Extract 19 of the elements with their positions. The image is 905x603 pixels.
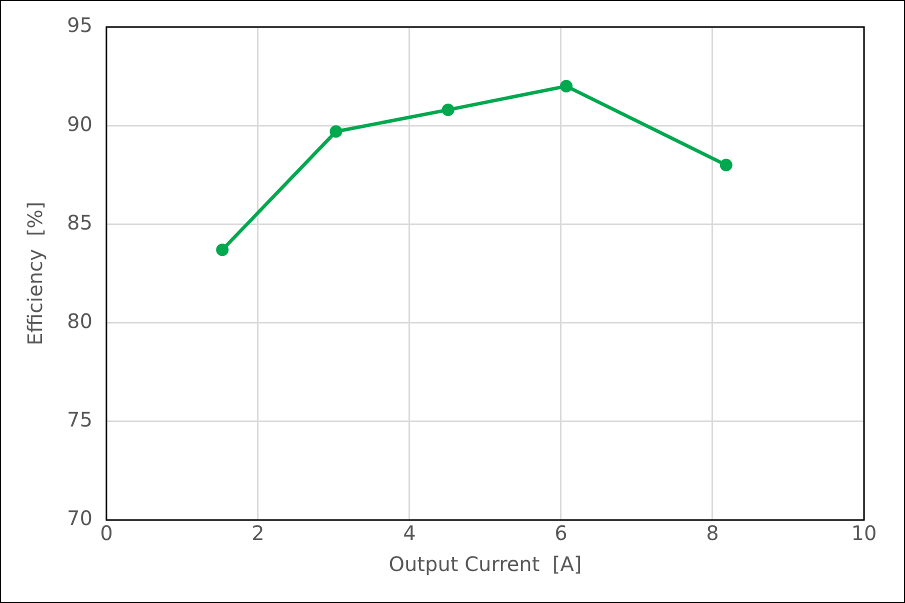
y-axis-title: Efficiency [%] [23,202,48,346]
y-tick-label: 85 [66,210,92,234]
point [330,125,342,138]
x-tick-label: 8 [706,521,719,546]
x-tick-label: 10 [851,521,877,546]
x-tick-label: 6 [554,521,568,546]
x-axis-title: Output Current [A] [388,552,582,576]
x-tick-label: 0 [100,521,113,546]
point [560,80,573,92]
x-tick-label: 2 [252,521,264,546]
y-tick-label: 70 [66,506,92,530]
point [442,104,454,116]
x-tick-label: 4 [403,521,416,546]
y-tick-label: 80 [66,309,92,334]
point [720,158,732,172]
y-tick-label: 75 [66,408,92,432]
point [216,244,229,256]
y-tick-label: 95 [66,13,92,38]
y-tick-label: 90 [66,112,92,136]
